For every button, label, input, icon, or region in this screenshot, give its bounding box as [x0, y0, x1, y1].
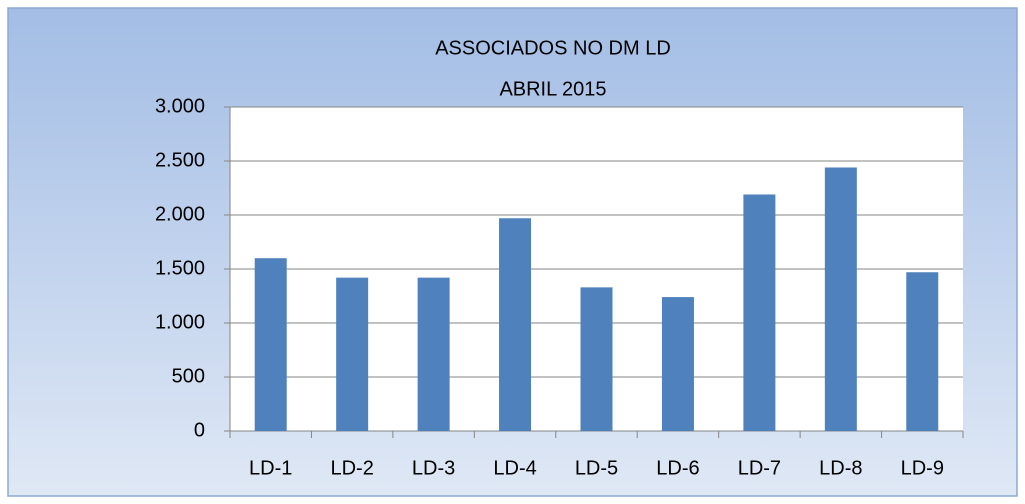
x-tick-label: LD-4: [493, 457, 536, 479]
y-tick-label: 2.000: [155, 203, 205, 225]
bar: [336, 277, 369, 431]
bar: [661, 297, 694, 431]
y-tick-label: 1.000: [155, 311, 205, 333]
bar: [417, 277, 450, 431]
x-tick-label: LD-9: [901, 457, 944, 479]
x-tick-label: LD-8: [819, 457, 862, 479]
bar: [824, 167, 857, 432]
x-tick-label: LD-7: [738, 457, 781, 479]
chart-subtitle: ABRIL 2015: [499, 78, 606, 100]
bar: [743, 194, 776, 431]
x-tick-label: LD-3: [412, 457, 455, 479]
y-tick-label: 0: [194, 419, 205, 441]
y-tick-label: 3.000: [155, 95, 205, 117]
bar: [254, 258, 287, 431]
x-tick-label: LD-2: [330, 457, 373, 479]
y-tick-label: 500: [172, 365, 205, 387]
y-tick-label: 2.500: [155, 149, 205, 171]
x-tick-label: LD-6: [656, 457, 699, 479]
x-tick-label: LD-1: [249, 457, 292, 479]
bar: [499, 218, 532, 431]
bar: [906, 272, 939, 431]
bar: [580, 287, 613, 431]
x-tick-label: LD-5: [575, 457, 618, 479]
chart-title: ASSOCIADOS NO DM LD: [435, 37, 671, 59]
y-tick-label: 1.500: [155, 257, 205, 279]
